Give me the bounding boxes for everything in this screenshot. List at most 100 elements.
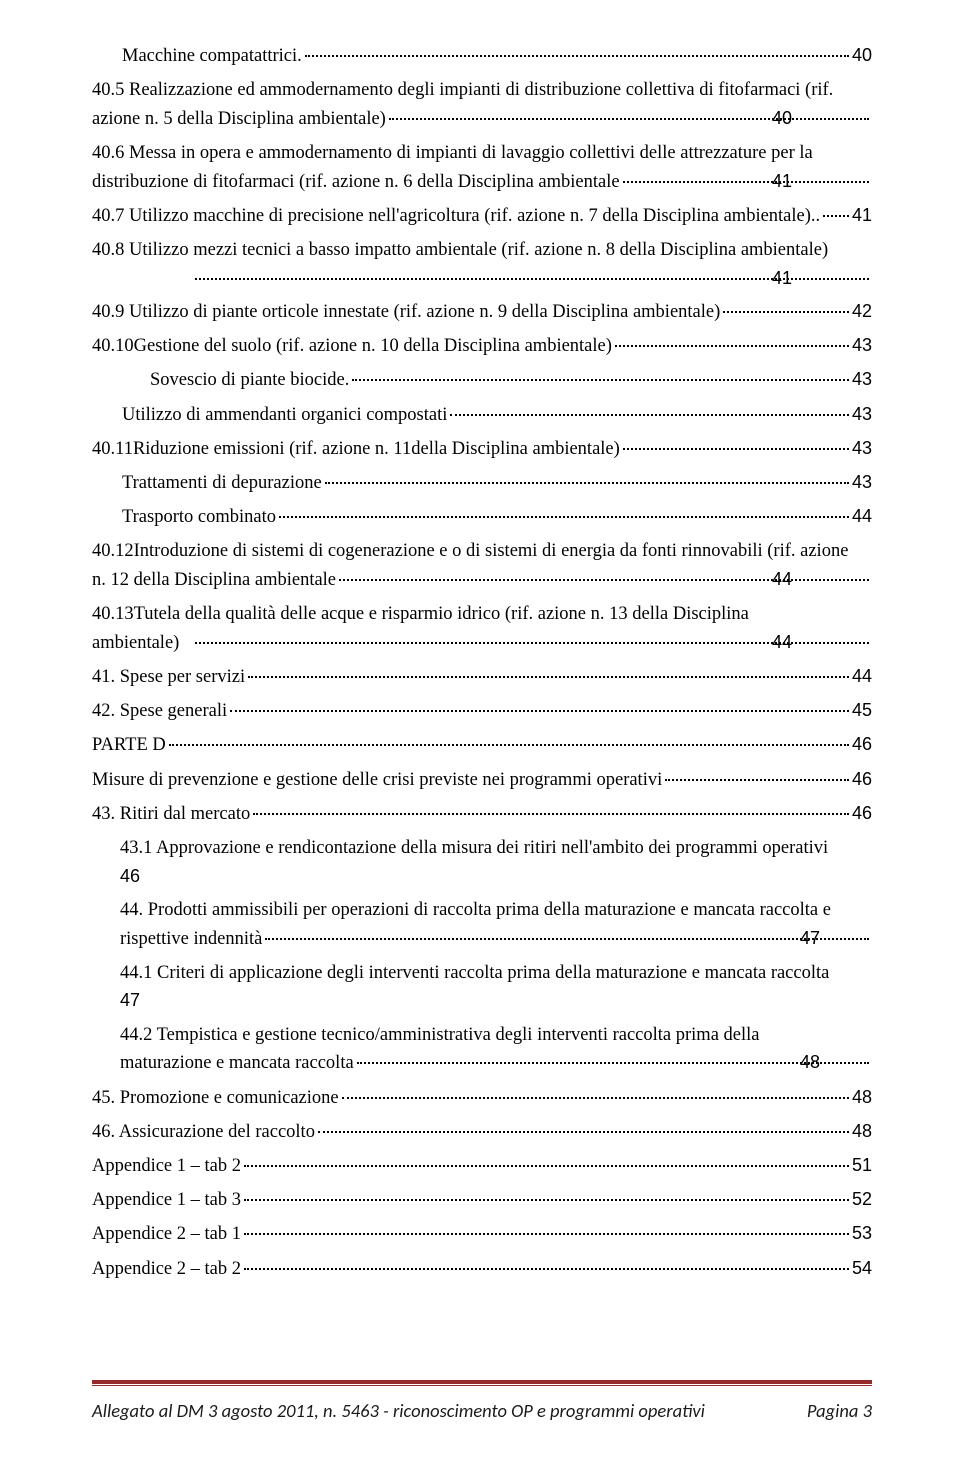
toc-page-number: 47	[192, 987, 872, 1015]
toc-leader-dots	[253, 813, 849, 815]
toc-entry: 40.9 Utilizzo di piante orticole innesta…	[92, 298, 872, 327]
toc-entry: 40.13Tutela della qualità delle acque e …	[92, 600, 872, 657]
toc-leader-dots	[195, 642, 869, 644]
toc-text: 40.6 Messa in opera e ammodernamento di …	[192, 139, 872, 168]
toc-leader-dots	[623, 181, 869, 183]
toc-entry: 46. Assicurazione del raccolto 48	[92, 1118, 872, 1147]
toc-leader-dots	[723, 311, 849, 313]
toc-leader-dots	[823, 215, 849, 217]
toc-text: 42. Spese generali	[92, 697, 227, 726]
toc-page-number: 48	[852, 1084, 872, 1112]
toc-leader-dots	[623, 448, 849, 450]
toc-entry: Appendice 2 – tab 1 53	[92, 1220, 872, 1249]
table-of-contents: Macchine compatattrici.40 40.5 Realizzazi…	[92, 42, 872, 1283]
toc-entry: 40.10Gestione del suolo (rif. azione n. …	[92, 332, 872, 361]
toc-page-number: 54	[852, 1255, 872, 1283]
footer-right: Pagina 3	[807, 1399, 872, 1422]
toc-entry: Trasporto combinato 44	[92, 503, 872, 532]
toc-page-number: 41	[852, 202, 872, 230]
toc-text: 45. Promozione e comunicazione	[92, 1084, 339, 1113]
page-footer: Allegato al DM 3 agosto 2011, n. 5463 - …	[92, 1399, 872, 1422]
toc-text: Utilizzo di ammendanti organici composta…	[122, 401, 447, 430]
toc-text: 44.2 Tempistica e gestione tecnico/ammin…	[192, 1021, 872, 1050]
toc-leader-dots	[230, 710, 849, 712]
toc-text: 40.12Introduzione di sistemi di cogenera…	[192, 537, 872, 566]
toc-entry: 42. Spese generali 45	[92, 697, 872, 726]
toc-entry: 44. Prodotti ammissibili per operazioni …	[92, 896, 872, 953]
toc-entry: 40.12Introduzione di sistemi di cogenera…	[92, 537, 872, 594]
toc-text: Appendice 2 – tab 1	[92, 1220, 241, 1249]
toc-leader-dots	[279, 516, 849, 518]
toc-leader-dots	[342, 1097, 849, 1099]
toc-text: 40.13Tutela della qualità delle acque e …	[192, 600, 872, 629]
toc-page-number: 46	[852, 731, 872, 759]
toc-leader-dots	[615, 345, 849, 347]
toc-text: 44.1 Criteri di applicazione degli inter…	[192, 959, 872, 988]
toc-text: 40.10Gestione del suolo (rif. azione n. …	[92, 332, 612, 361]
toc-entry: Sovescio di piante biocide. 43	[92, 366, 872, 395]
toc-leader-dots	[318, 1131, 849, 1133]
toc-leader-dots	[389, 118, 869, 120]
toc-text: PARTE D	[92, 731, 166, 760]
toc-leader-dots	[244, 1233, 849, 1235]
footer-left: Allegato al DM 3 agosto 2011, n. 5463 - …	[92, 1399, 705, 1422]
toc-entry: 40.8 Utilizzo mezzi tecnici a basso impa…	[92, 236, 872, 293]
toc-text: 46. Assicurazione del raccolto	[92, 1118, 315, 1147]
toc-entry: 43. Ritiri dal mercato46	[92, 800, 872, 829]
toc-leader-dots	[450, 414, 849, 416]
toc-leader-dots	[665, 779, 849, 781]
toc-leader-dots	[169, 744, 849, 746]
toc-page-number: 42	[852, 298, 872, 326]
toc-text: Appendice 1 – tab 3	[92, 1186, 241, 1215]
toc-page-number: 46	[852, 766, 872, 794]
toc-page-number: 44	[852, 503, 872, 531]
toc-leader-dots	[195, 278, 869, 280]
toc-page-number: 43	[852, 332, 872, 360]
toc-text: Trasporto combinato	[122, 503, 276, 532]
toc-text: Macchine compatattrici.	[122, 42, 302, 71]
toc-leader-dots	[244, 1165, 849, 1167]
toc-text: 40.9 Utilizzo di piante orticole innesta…	[92, 298, 720, 327]
toc-entry: 44.1 Criteri di applicazione degli inter…	[92, 959, 872, 1016]
toc-leader-dots	[244, 1199, 849, 1201]
toc-text: 40.8 Utilizzo mezzi tecnici a basso impa…	[192, 236, 872, 265]
toc-text: Misure di prevenzione e gestione delle c…	[92, 766, 662, 795]
toc-leader-dots	[339, 579, 869, 581]
toc-entry: 40.7 Utilizzo macchine di precisione nel…	[92, 202, 872, 231]
toc-entry: Appendice 1 – tab 2 51	[92, 1152, 872, 1181]
toc-text: Sovescio di piante biocide.	[150, 366, 349, 395]
toc-text: 41. Spese per servizi	[92, 663, 245, 692]
toc-text: 40.11Riduzione emissioni (rif. azione n.…	[92, 435, 620, 464]
toc-entry: Macchine compatattrici.40	[92, 42, 872, 71]
toc-entry: Utilizzo di ammendanti organici composta…	[92, 401, 872, 430]
toc-entry: 43.1 Approvazione e rendicontazione dell…	[92, 834, 872, 891]
toc-text: Trattamenti di depurazione	[122, 469, 322, 498]
toc-page-number: 51	[852, 1152, 872, 1180]
footer-rule	[92, 1380, 872, 1386]
toc-page-number: 45	[852, 697, 872, 725]
toc-leader-dots	[325, 482, 849, 484]
toc-page-number: 53	[852, 1220, 872, 1248]
toc-entry: 40.6 Messa in opera e ammodernamento di …	[92, 139, 872, 196]
toc-leader-dots	[357, 1062, 869, 1064]
toc-entry: PARTE D 46	[92, 731, 872, 760]
toc-text: 40.5 Realizzazione ed ammodernamento deg…	[192, 76, 872, 105]
toc-entry: 40.11Riduzione emissioni (rif. azione n.…	[92, 435, 872, 464]
toc-text: 40.7 Utilizzo macchine di precisione nel…	[92, 202, 820, 231]
toc-page-number: 52	[852, 1186, 872, 1214]
toc-page-number: 44	[852, 663, 872, 691]
toc-leader-dots	[265, 938, 869, 940]
toc-page-number: 43	[852, 366, 872, 394]
toc-entry: 40.5 Realizzazione ed ammodernamento deg…	[92, 76, 872, 133]
toc-text: Appendice 1 – tab 2	[92, 1152, 241, 1181]
toc-page-number: 48	[852, 1118, 872, 1146]
toc-entry: Misure di prevenzione e gestione delle c…	[92, 766, 872, 795]
toc-text: Appendice 2 – tab 2	[92, 1255, 241, 1284]
toc-leader-dots	[305, 55, 849, 57]
toc-text: 43.1 Approvazione e rendicontazione dell…	[192, 834, 872, 863]
toc-page-number: 46	[192, 863, 872, 891]
toc-page-number: 43	[852, 435, 872, 463]
toc-page-number: 43	[852, 401, 872, 429]
toc-text: 43. Ritiri dal mercato	[92, 800, 250, 829]
toc-entry: 45. Promozione e comunicazione 48	[92, 1084, 872, 1113]
